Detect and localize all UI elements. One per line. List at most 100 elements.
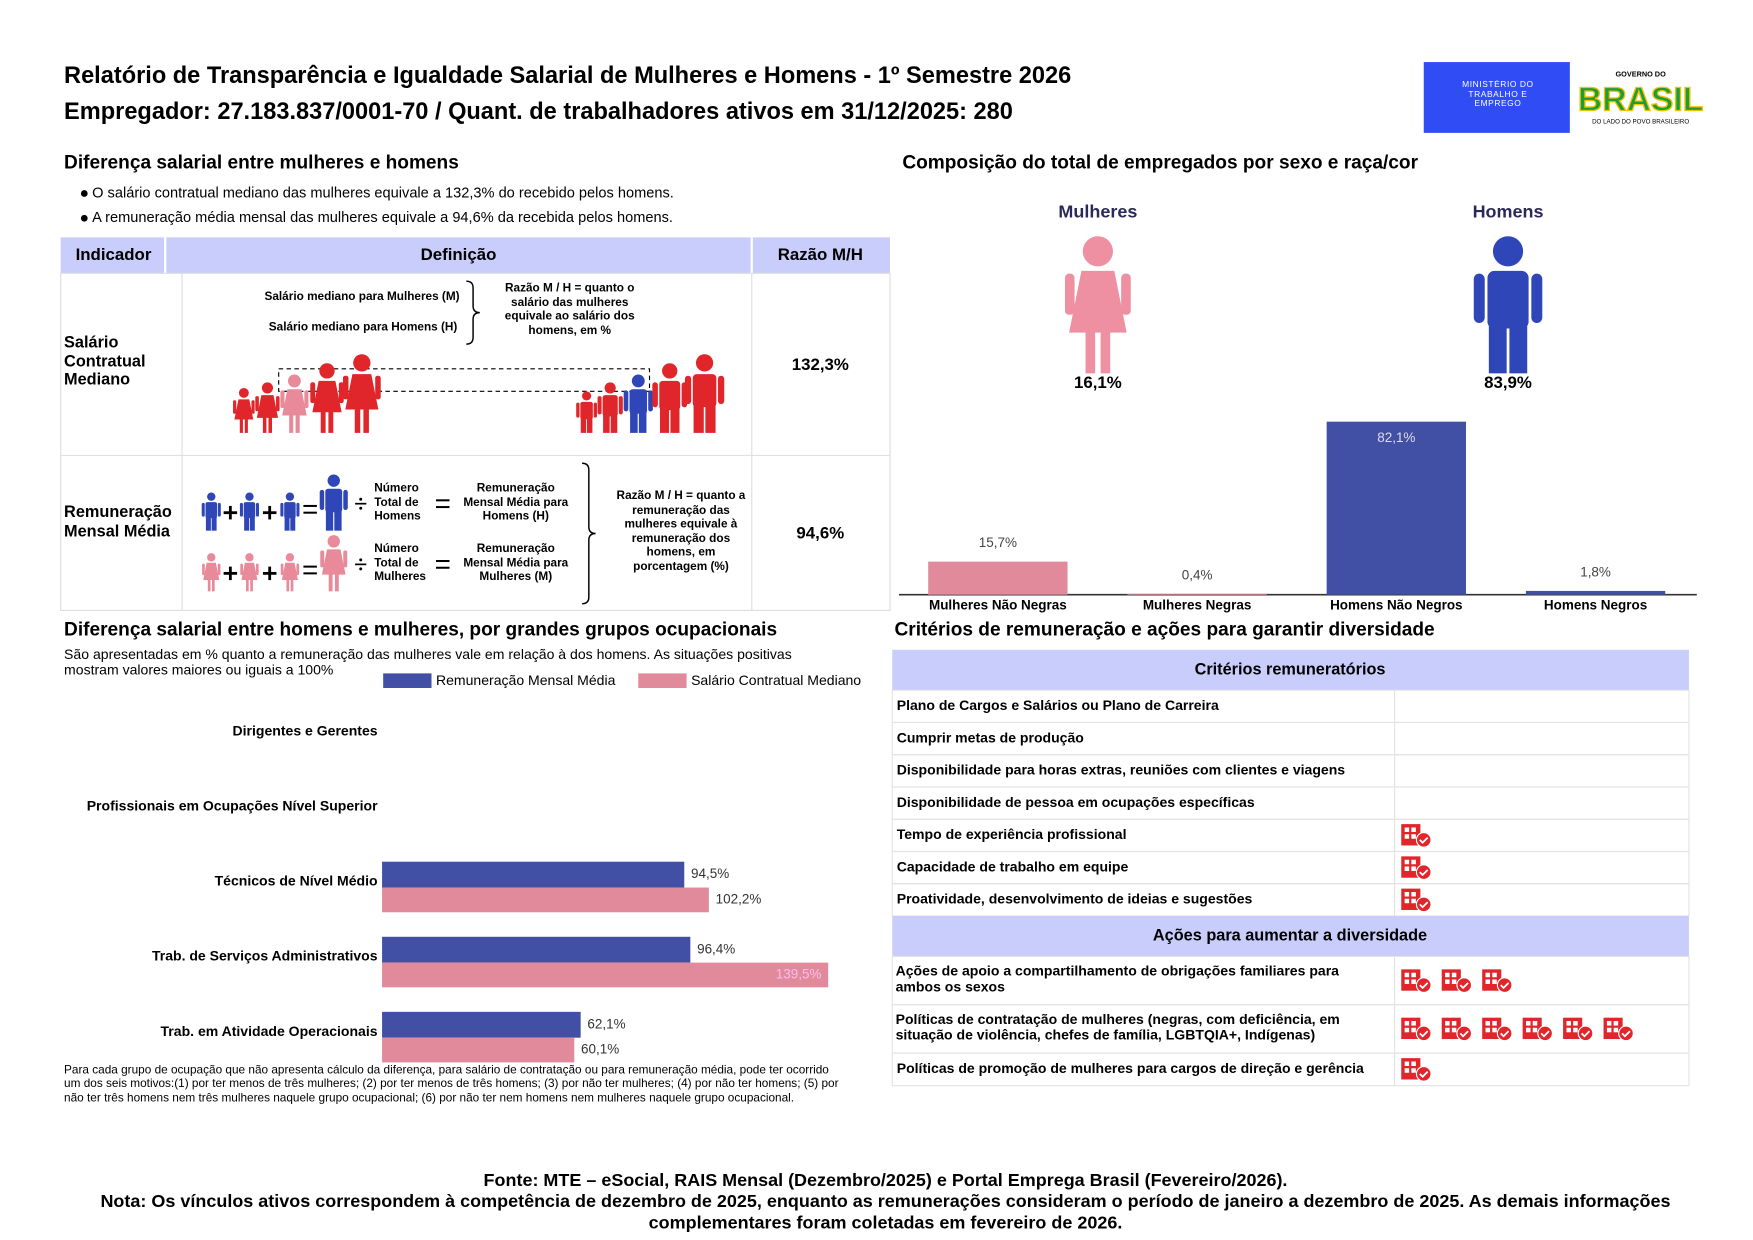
badge — [1496, 1025, 1513, 1042]
category-label: Homens Negros — [1544, 598, 1647, 613]
tick — [1419, 836, 1429, 844]
leg — [205, 516, 211, 531]
leg — [249, 516, 255, 531]
window — [1411, 859, 1416, 865]
window — [1411, 1027, 1416, 1033]
head — [695, 354, 714, 372]
arm — [202, 563, 205, 576]
leg — [250, 579, 253, 592]
head — [582, 391, 592, 401]
term: Salário mediano para Mulheres (M) — [265, 290, 460, 303]
term-box: Remuneração Mensal Média para Homens (H) — [463, 481, 568, 523]
government-label: GOVERNO DO — [1615, 69, 1666, 78]
check-icon — [1563, 1017, 1594, 1042]
group-label: Mulheres — [1058, 201, 1137, 221]
badge — [1415, 1066, 1432, 1082]
footer-note-box: Nota: Os vínculos ativos correspondem à … — [100, 1193, 1670, 1234]
leg — [1488, 323, 1507, 374]
window — [1492, 972, 1497, 978]
tick — [1500, 982, 1510, 990]
check-icon — [1482, 1017, 1513, 1042]
head — [1082, 236, 1113, 267]
leg — [693, 404, 704, 433]
check-icon — [1441, 969, 1473, 993]
row-label-box: Políticas de contratação de mulheres (ne… — [895, 1011, 1340, 1044]
leg — [1085, 331, 1096, 374]
arm — [618, 396, 623, 415]
arm — [201, 502, 205, 517]
man-icon — [239, 492, 260, 531]
window — [1573, 1021, 1578, 1026]
arm — [320, 550, 325, 568]
window — [1404, 866, 1410, 871]
slogan: DO LADO DO POVO BRASILEIRO — [1592, 118, 1689, 125]
check-icon — [1401, 888, 1432, 913]
bullet-dot — [80, 214, 88, 222]
bar — [382, 962, 829, 988]
row-label: Disponibilidade de pessoa em ocupações e… — [897, 794, 1255, 810]
window — [1485, 972, 1491, 978]
dress — [1069, 270, 1127, 333]
arm — [280, 502, 284, 517]
window — [1411, 834, 1416, 839]
window — [1404, 1027, 1410, 1033]
window — [1485, 1027, 1491, 1033]
legend-label: Remuneração Mensal Média — [436, 672, 616, 688]
check-icon — [1522, 1017, 1553, 1042]
bar — [382, 1011, 581, 1038]
woman-icon — [255, 382, 280, 433]
table-header: Indicador — [76, 245, 152, 264]
tick — [1419, 869, 1429, 877]
woman-icon — [310, 363, 344, 433]
head — [319, 363, 335, 379]
arm — [280, 390, 285, 408]
chart-note-box: Para cada grupo de ocupação que não apre… — [64, 1063, 839, 1105]
window — [1411, 891, 1416, 897]
table-header: Definição — [421, 245, 497, 264]
section-header-bg — [892, 915, 1689, 957]
window — [1532, 1027, 1538, 1033]
ministry-logo — [1423, 62, 1570, 133]
tick — [1580, 1030, 1591, 1038]
window — [1411, 1068, 1416, 1073]
arm — [310, 382, 316, 404]
row-label: Políticas de promoção de mulheres para c… — [897, 1060, 1364, 1076]
chart-subtitle-box: São apresentadas em % quanto a remuneraç… — [64, 646, 792, 678]
row-label: Políticas de contratação de mulheres (ne… — [895, 1011, 1340, 1044]
badge — [1415, 896, 1432, 913]
term-box: Número Total de Homens — [374, 481, 421, 523]
window — [1404, 891, 1410, 897]
leg — [580, 417, 587, 433]
woman-icon — [342, 354, 381, 433]
man-icon — [576, 391, 597, 433]
ministry-name-box: MINISTÉRIO DO TRABALHO E EMPREGO — [1462, 80, 1533, 108]
dress — [282, 389, 307, 416]
bar — [1525, 590, 1666, 595]
leg — [354, 408, 361, 433]
man-icon — [684, 354, 725, 433]
leg — [659, 407, 670, 433]
term-box: Número Total de Mulheres — [374, 542, 426, 584]
leg — [262, 417, 267, 433]
arm — [217, 502, 221, 517]
window — [1404, 1061, 1410, 1067]
category-label: Homens Não Negros — [1330, 598, 1462, 613]
window — [1404, 1021, 1410, 1026]
window — [1404, 859, 1410, 865]
row-label: Capacidade de trabalho em equipe — [897, 858, 1129, 874]
category-label: Técnicos de Nível Médio — [215, 873, 378, 889]
window — [1451, 972, 1457, 978]
check-icon — [1441, 1017, 1473, 1042]
window — [1485, 979, 1491, 984]
section-header: Ações para aumentar a diversidade — [1153, 927, 1427, 945]
row-label: Ações de apoio a compartilhamento de obr… — [895, 963, 1339, 996]
chart-note: Para cada grupo de ocupação que não apre… — [64, 1063, 839, 1105]
leg — [246, 579, 249, 592]
tick — [1419, 1030, 1429, 1038]
window — [1566, 1021, 1571, 1026]
window — [1485, 1021, 1491, 1026]
man-icon — [201, 492, 221, 531]
tick — [1419, 982, 1429, 990]
